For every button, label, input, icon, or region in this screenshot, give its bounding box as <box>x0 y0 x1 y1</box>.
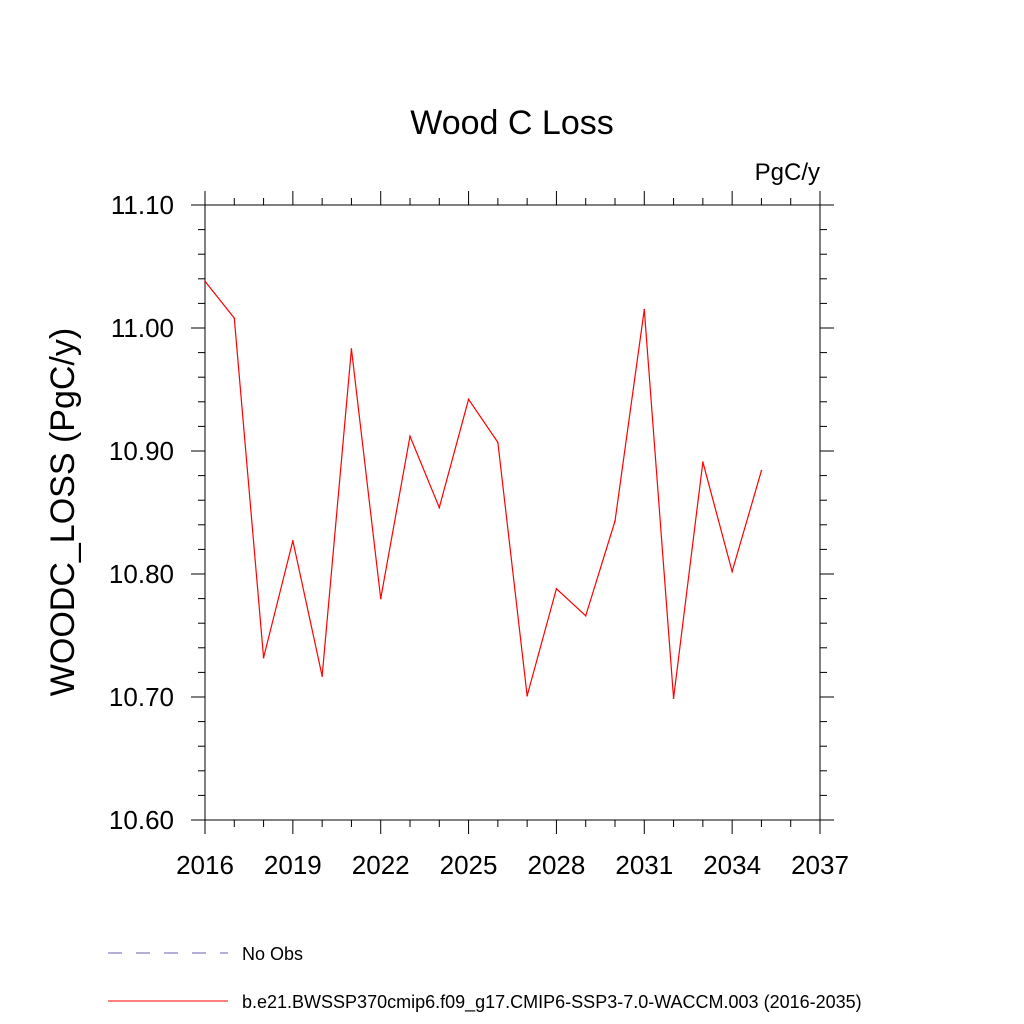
data-point <box>379 597 382 600</box>
data-point <box>292 539 294 542</box>
y-tick-label: 10.70 <box>109 682 174 712</box>
legend-label: No Obs <box>242 944 303 964</box>
x-tick-label: 2028 <box>528 850 586 880</box>
y-tick-label: 11.00 <box>111 313 174 343</box>
units-label: PgC/y <box>755 159 820 186</box>
data-point <box>555 587 558 590</box>
x-tick-label: 2016 <box>176 850 234 880</box>
x-tick-label: 2034 <box>703 850 761 880</box>
data-point <box>614 520 616 522</box>
data-point <box>731 570 733 573</box>
data-point <box>584 615 587 617</box>
data-point <box>409 435 411 438</box>
data-point <box>760 469 763 472</box>
x-tick-label: 2037 <box>791 850 849 880</box>
y-tick-label: 10.60 <box>109 805 174 835</box>
plot-frame <box>204 204 821 821</box>
data-point <box>321 675 323 677</box>
data-point <box>643 308 646 311</box>
series-layer <box>204 280 763 700</box>
data-point <box>702 461 704 463</box>
chart-title: Wood C Loss <box>410 104 613 142</box>
legend-label: b.e21.BWSSP370cmip6.f09_g17.CMIP6-SSP3-7… <box>242 992 862 1013</box>
x-tick-label: 2022 <box>352 850 410 880</box>
data-point <box>233 317 236 319</box>
legend: No Obs b.e21.BWSSP370cmip6.f09_g17.CMIP6-… <box>108 944 862 1013</box>
y-tick-label: 10.80 <box>109 559 174 589</box>
axes: 2016 2019 2022 2025 2028 2031 2034 2037 10.60 10.… <box>109 190 849 880</box>
x-tick-label: 2019 <box>264 850 322 880</box>
data-point <box>467 398 470 401</box>
data-point <box>497 441 499 444</box>
data-point <box>526 694 528 697</box>
data-point <box>672 697 675 700</box>
y-axis-label: WOODC_LOSS (PgC/y) <box>44 328 82 696</box>
y-tick-label: 11.10 <box>111 190 174 220</box>
y-tick-label: 10.90 <box>109 436 174 466</box>
data-point <box>350 348 353 350</box>
data-point <box>262 656 265 659</box>
x-tick-label: 2025 <box>440 850 498 880</box>
series-line <box>204 280 763 699</box>
data-point <box>438 506 441 509</box>
x-tick-label: 2031 <box>615 850 673 880</box>
data-point <box>204 280 206 283</box>
